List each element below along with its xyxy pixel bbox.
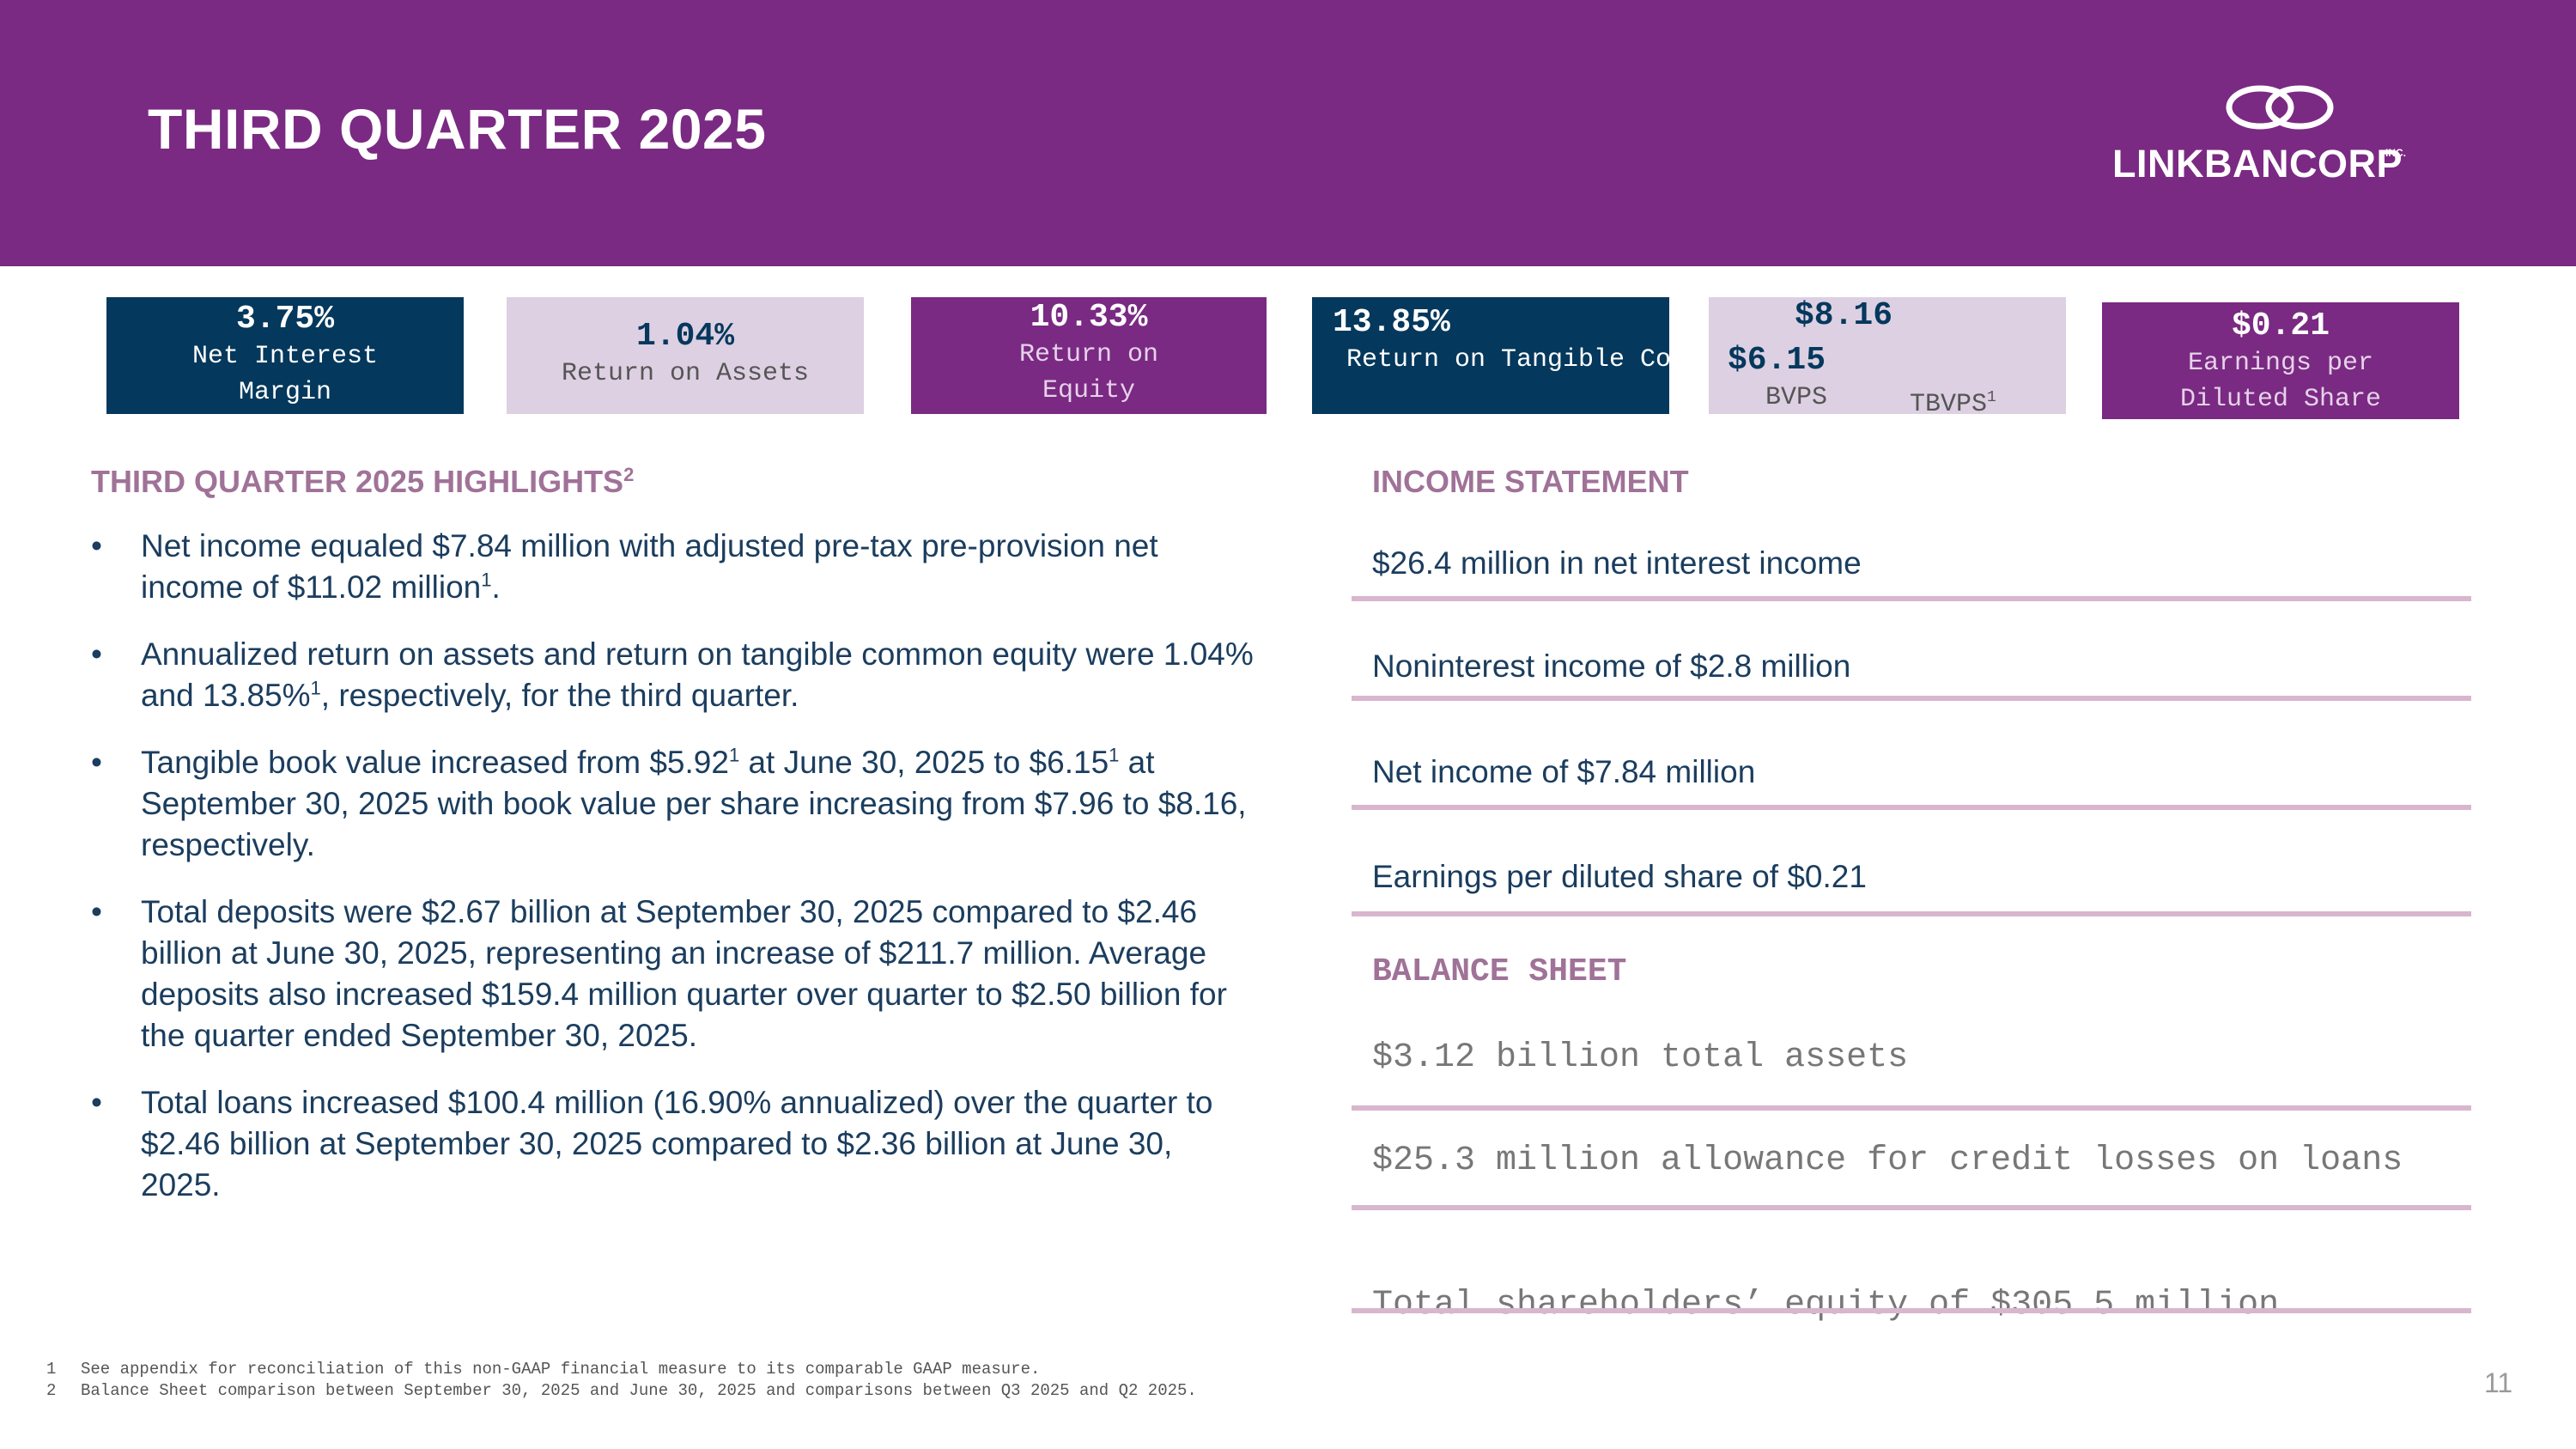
bullet-text: Total deposits were $2.67 billion at Sep… — [141, 894, 1227, 1053]
kpi-net-interest-margin: 3.75% Net Interest Margin — [106, 297, 464, 414]
income-item-eps: Earnings per diluted share of $0.21 — [1372, 859, 1867, 894]
list-item: Tangible book value increased from $5.92… — [86, 742, 1254, 866]
divider — [1352, 1105, 2471, 1111]
footnote-text: Balance Sheet comparison between Septemb… — [81, 1381, 1197, 1400]
tbvps-footnote: 1 — [1987, 389, 1996, 406]
kpi-return-on-assets: 1.04% Return on Assets — [507, 297, 864, 414]
balance-item-total-assets: $3.12 billion total assets — [1372, 1038, 1909, 1077]
list-item: Total deposits were $2.67 billion at Sep… — [86, 892, 1254, 1056]
kpi-return-on-tangible-common: 13.85% Return on Tangible Common — [1312, 297, 1669, 414]
footnote-text: See appendix for reconciliation of this … — [81, 1360, 1041, 1379]
bullet-text: , respectively, for the third quarter. — [320, 678, 799, 713]
list-item: Annualized return on assets and return o… — [86, 634, 1254, 716]
bullet-text: at September 30, 2025 with book value pe… — [141, 745, 1247, 862]
footnote-ref: 1 — [481, 569, 492, 591]
kpi-value: 3.75% — [235, 301, 335, 338]
highlights-heading-text: THIRD QUARTER 2025 HIGHLIGHTS — [91, 464, 624, 499]
divider — [1352, 1308, 2471, 1313]
divider — [1352, 596, 2471, 601]
bullet-text: Annualized return on assets and return o… — [141, 636, 1254, 713]
header-banner: THIRD QUARTER 2025 LINKBANCORP INC. — [0, 0, 2576, 266]
kpi-value: 10.33% — [1030, 299, 1148, 336]
income-statement-heading: INCOME STATEMENT — [1372, 464, 1689, 499]
logo-wordmark: LINKBANCORP — [2112, 142, 2403, 186]
kpi-label: Net Interest Margin — [191, 342, 379, 407]
footnote-1: 1 See appendix for reconciliation of this… — [46, 1359, 1197, 1380]
income-item-net-income: Net income of $7.84 million — [1372, 754, 1756, 789]
bullet-text: at June 30, 2025 to $6.15 — [739, 745, 1109, 780]
company-logo: LINKBANCORP INC. — [2112, 82, 2456, 193]
bullet-text: Tangible book value increased from $5.92 — [141, 745, 729, 780]
tbvps-value: $6.15 — [1728, 342, 1826, 379]
footnote-ref: 1 — [310, 677, 321, 699]
kpi-earnings-per-share: $0.21 Earnings per Diluted Share — [2102, 302, 2459, 419]
kpi-book-value: $8.16 $6.15 BVPS TBVPS1 — [1709, 297, 2066, 419]
footnotes: 1 See appendix for reconciliation of this… — [46, 1359, 1197, 1402]
list-item: Net income equaled $7.84 million with ad… — [86, 526, 1254, 608]
balance-sheet-heading: BALANCE SHEET — [1372, 953, 1627, 990]
footnote-number: 1 — [46, 1360, 57, 1379]
kpi-label: Return on Assets — [561, 359, 810, 388]
logo-inc-mark: INC. — [2385, 147, 2406, 159]
divider — [1352, 911, 2471, 916]
kpi-label: Earnings per Diluted Share — [2179, 349, 2382, 414]
balance-item-allowance: $25.3 million allowance for credit losse… — [1372, 1142, 2403, 1180]
divider — [1352, 696, 2471, 701]
bullet-text: Net income equaled $7.84 million with ad… — [141, 528, 1158, 605]
divider — [1352, 805, 2471, 810]
highlights-footnote: 2 — [623, 464, 635, 485]
page-title: THIRD QUARTER 2025 — [148, 97, 767, 161]
income-item-noninterest-income: Noninterest income of $2.8 million — [1372, 648, 1851, 684]
balance-item-equity: Total shareholders’ equity of $305.5 mil… — [1372, 1286, 2280, 1324]
divider — [1352, 1205, 2471, 1210]
kpi-label: Return on Equity — [1018, 340, 1159, 405]
tbvps-label-text: TBVPS — [1910, 390, 1988, 419]
footnote-ref: 1 — [1109, 744, 1120, 766]
bvps-value: $8.16 — [1795, 297, 1893, 334]
footnote-2: 2 Balance Sheet comparison between Septem… — [46, 1380, 1197, 1402]
kpi-value: $0.21 — [2231, 307, 2330, 344]
kpi-label: Return on Tangible Common — [1346, 345, 1669, 374]
bullet-text: Total loans increased $100.4 million (16… — [141, 1085, 1213, 1202]
kpi-value: 13.85% — [1333, 304, 1450, 341]
highlights-list: Net income equaled $7.84 million with ad… — [86, 526, 1254, 1232]
tbvps-label: TBVPS1 — [1910, 380, 1996, 423]
page-number: 11 — [2484, 1367, 2513, 1398]
interlocking-rings-icon — [2226, 85, 2334, 130]
kpi-value: 1.04% — [635, 318, 735, 355]
list-item: Total loans increased $100.4 million (16… — [86, 1082, 1254, 1206]
income-item-net-interest-income: $26.4 million in net interest income — [1372, 545, 1862, 581]
highlights-heading: THIRD QUARTER 2025 HIGHLIGHTS2 — [91, 464, 634, 500]
bvps-label: BVPS — [1765, 383, 1828, 412]
kpi-return-on-equity: 10.33% Return on Equity — [911, 297, 1267, 414]
bullet-text: . — [491, 569, 501, 605]
footnote-ref: 1 — [728, 744, 740, 766]
footnote-number: 2 — [46, 1381, 57, 1400]
